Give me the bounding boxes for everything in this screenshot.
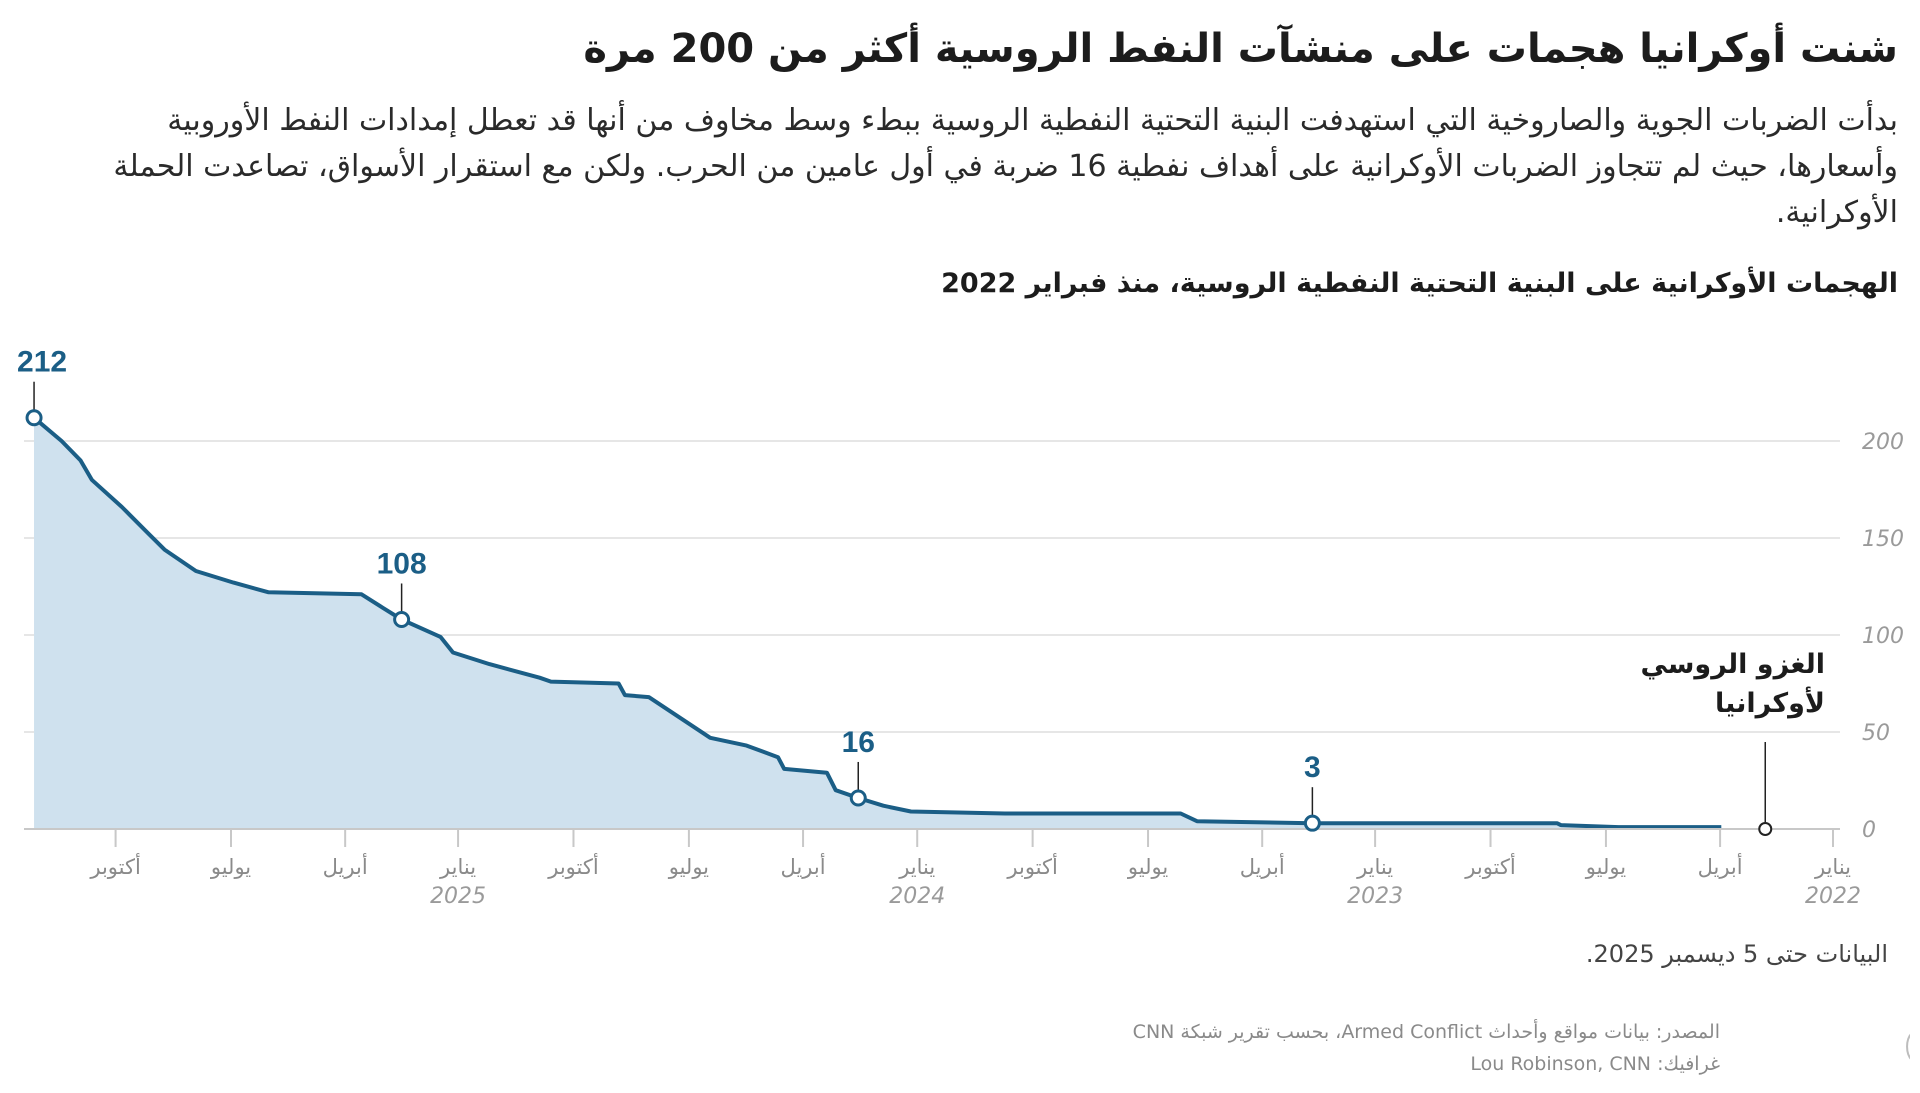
attacks-chart: 0 50 100 150 200 يناير 2022 أبريل يوليو أكتوبر ين… xyxy=(17,346,1904,909)
x-tick-label: أبريل xyxy=(323,853,368,879)
x-tick-label: يوليو xyxy=(1127,855,1168,879)
annotation-212: 212 xyxy=(17,346,67,427)
x-tick-label: يناير xyxy=(1356,855,1393,879)
chart-description: بدأت الضربات الجوية والصاروخية التي استه… xyxy=(113,103,1898,230)
invasion-label: الغزو الروسي xyxy=(1641,649,1825,680)
cnn-arabic-logo: CNN xyxy=(1904,1018,1910,1076)
x-tick-label: يناير xyxy=(898,855,935,879)
x-tick-label: أكتوبر xyxy=(89,853,140,879)
y-tick-label: 0 xyxy=(1862,818,1876,843)
chart-subtitle: الهجمات الأوكرانية على البنية التحتية ال… xyxy=(941,268,1898,299)
x-tick-label: يوليو xyxy=(668,855,709,879)
annotation-108: 108 xyxy=(377,547,427,628)
y-tick-label: 150 xyxy=(1862,527,1904,552)
x-tick-label: أكتوبر xyxy=(1464,853,1515,879)
y-tick-label: 100 xyxy=(1862,624,1904,649)
x-tick-label: يوليو xyxy=(1585,855,1626,879)
annotation-marker xyxy=(1303,814,1321,832)
invasion-label: لأوكرانيا xyxy=(1715,686,1825,719)
x-year-label: 2022 xyxy=(1805,884,1861,909)
annotation-marker xyxy=(849,789,867,807)
annotation-marker xyxy=(393,610,411,628)
invasion-marker xyxy=(1758,822,1773,836)
x-year-label: 2025 xyxy=(430,884,486,909)
svg-text:CNN: CNN xyxy=(1905,1019,1910,1075)
x-tick-label: أبريل xyxy=(781,853,826,879)
x-tick-label: أكتوبر xyxy=(547,853,598,879)
source-block: المصدر: بيانات مواقع وأحداث Armed Confli… xyxy=(1133,1016,1720,1080)
annotation-label: 16 xyxy=(842,726,875,759)
x-tick-label: يوليو xyxy=(210,855,251,879)
y-tick-label: 50 xyxy=(1862,721,1890,746)
annotation-marker xyxy=(25,409,43,427)
x-tick-label: يناير xyxy=(1814,855,1851,879)
credit-text: غرافيك: Lou Robinson, CNN xyxy=(1470,1053,1720,1075)
x-tick-label: أبريل xyxy=(1698,853,1743,879)
annotation-3: 3 xyxy=(1303,751,1321,832)
x-tick-label: يناير xyxy=(439,855,476,879)
data-note: البيانات حتى 5 ديسمبر 2025. xyxy=(1585,940,1888,968)
source-text: المصدر: بيانات مواقع وأحداث Armed Confli… xyxy=(1132,1021,1720,1043)
annotation-label: 212 xyxy=(17,346,67,379)
x-tick-label: أبريل xyxy=(1240,853,1285,879)
x-tick-label: أكتوبر xyxy=(1006,853,1057,879)
x-year-label: 2023 xyxy=(1347,884,1403,909)
attacks-line xyxy=(32,416,1722,830)
attacks-area xyxy=(34,417,1722,829)
y-tick-label: 200 xyxy=(1862,430,1904,455)
x-year-label: 2024 xyxy=(889,884,945,909)
annotation-label: 108 xyxy=(377,547,427,580)
annotation-label: 3 xyxy=(1304,751,1321,784)
chart-title: شنت أوكرانيا هجمات على منشآت النفط الروس… xyxy=(583,26,1898,72)
annotation-16: 16 xyxy=(842,726,875,807)
